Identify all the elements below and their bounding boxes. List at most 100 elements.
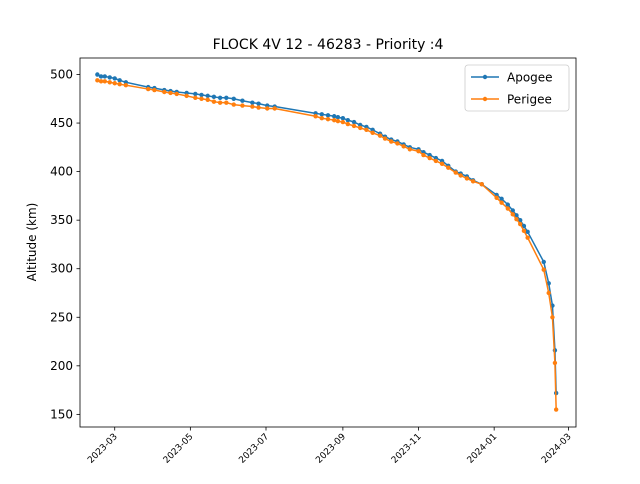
perigee-point xyxy=(382,136,388,141)
apogee-point xyxy=(340,116,346,121)
perigee-point xyxy=(168,90,173,96)
y-tick-label: 350 xyxy=(50,213,73,227)
perigee-point xyxy=(427,155,432,161)
perigee-point xyxy=(193,95,198,101)
apogee-point xyxy=(351,119,357,125)
apogee-point xyxy=(319,112,324,117)
perigee-point xyxy=(541,267,546,272)
legend-apogee-marker xyxy=(482,74,488,80)
apogee-point xyxy=(541,259,546,265)
y-tick-label: 500 xyxy=(50,68,73,82)
apogee-point xyxy=(499,196,504,201)
perigee-point xyxy=(389,139,394,144)
apogee-point xyxy=(250,100,255,105)
perigee-point xyxy=(395,141,400,146)
perigee-point xyxy=(479,182,484,187)
apogee-point xyxy=(256,101,261,106)
perigee-series xyxy=(95,78,559,412)
series-layer xyxy=(95,72,559,412)
y-tick-label: 300 xyxy=(50,262,73,276)
perigee-point xyxy=(358,125,363,131)
apogee-point xyxy=(505,202,510,207)
apogee-point xyxy=(514,213,519,218)
perigee-point xyxy=(117,82,122,87)
perigee-point xyxy=(313,114,318,119)
perigee-point xyxy=(240,103,245,108)
perigee-point xyxy=(95,78,100,83)
apogee-point xyxy=(199,92,204,98)
perigee-point xyxy=(123,82,129,88)
perigee-point xyxy=(351,123,357,129)
legend: Apogee Perigee xyxy=(464,64,570,112)
perigee-point xyxy=(102,79,108,84)
perigee-point xyxy=(546,290,551,296)
perigee-point xyxy=(401,144,406,149)
perigee-point xyxy=(518,221,523,227)
perigee-point xyxy=(107,80,112,85)
apogee-point xyxy=(224,95,229,101)
perigee-point xyxy=(224,100,229,105)
apogee-point xyxy=(510,208,515,213)
y-tick-label: 450 xyxy=(50,116,73,130)
perigee-point xyxy=(211,99,217,104)
perigee-point xyxy=(184,93,189,99)
apogee-point xyxy=(518,217,523,223)
apogee-point xyxy=(325,113,331,118)
perigee-point xyxy=(98,79,104,84)
apogee-point xyxy=(193,91,198,97)
perigee-point xyxy=(335,118,341,124)
perigee-point xyxy=(325,116,331,122)
apogee-point xyxy=(107,75,112,80)
y-axis: 150 200 250 300 350 400 450 500 xyxy=(50,68,80,421)
apogee-point xyxy=(205,93,210,99)
apogee-point xyxy=(102,74,108,79)
perigee-point xyxy=(162,89,167,95)
perigee-point xyxy=(521,228,527,234)
perigee-point xyxy=(510,212,515,217)
perigee-point xyxy=(458,173,463,178)
perigee-point xyxy=(407,147,413,152)
perigee-point xyxy=(364,127,369,133)
perigee-point xyxy=(433,158,439,164)
perigee-point xyxy=(553,407,559,412)
apogee-point xyxy=(332,114,337,119)
apogee-point xyxy=(112,76,117,81)
perigee-point xyxy=(377,133,383,138)
perigee-point xyxy=(525,235,530,240)
apogee-point xyxy=(521,223,527,229)
perigee-point xyxy=(340,119,346,125)
y-axis-label: Altitude (km) xyxy=(25,203,39,282)
perigee-point xyxy=(146,86,151,92)
perigee-point xyxy=(152,87,157,93)
perigee-point xyxy=(345,121,351,127)
apogee-point xyxy=(231,96,236,101)
perigee-point xyxy=(470,179,476,184)
perigee-point xyxy=(174,91,179,97)
apogee-point xyxy=(117,78,122,83)
perigee-point xyxy=(112,81,117,86)
perigee-point xyxy=(446,165,451,170)
apogee-point xyxy=(211,94,217,100)
perigee-point xyxy=(439,161,445,167)
perigee-point xyxy=(550,315,555,320)
perigee-point xyxy=(217,100,223,105)
perigee-point xyxy=(319,116,324,121)
perigee-point xyxy=(256,105,261,110)
perigee-point xyxy=(272,106,277,111)
apogee-point xyxy=(345,117,351,123)
y-tick-label: 400 xyxy=(50,165,73,179)
apogee-point xyxy=(240,98,245,103)
perigee-point xyxy=(231,102,236,107)
y-tick-label: 150 xyxy=(50,407,73,421)
apogee-point xyxy=(95,72,100,77)
apogee-point xyxy=(98,74,104,79)
legend-perigee-label: Perigee xyxy=(507,93,552,107)
legend-apogee-label: Apogee xyxy=(507,71,553,85)
perigee-point xyxy=(421,152,426,158)
perigee-point xyxy=(453,170,458,175)
perigee-point xyxy=(505,206,510,211)
apogee-point xyxy=(217,95,223,101)
perigee-point xyxy=(370,130,375,135)
y-tick-label: 200 xyxy=(50,359,73,373)
